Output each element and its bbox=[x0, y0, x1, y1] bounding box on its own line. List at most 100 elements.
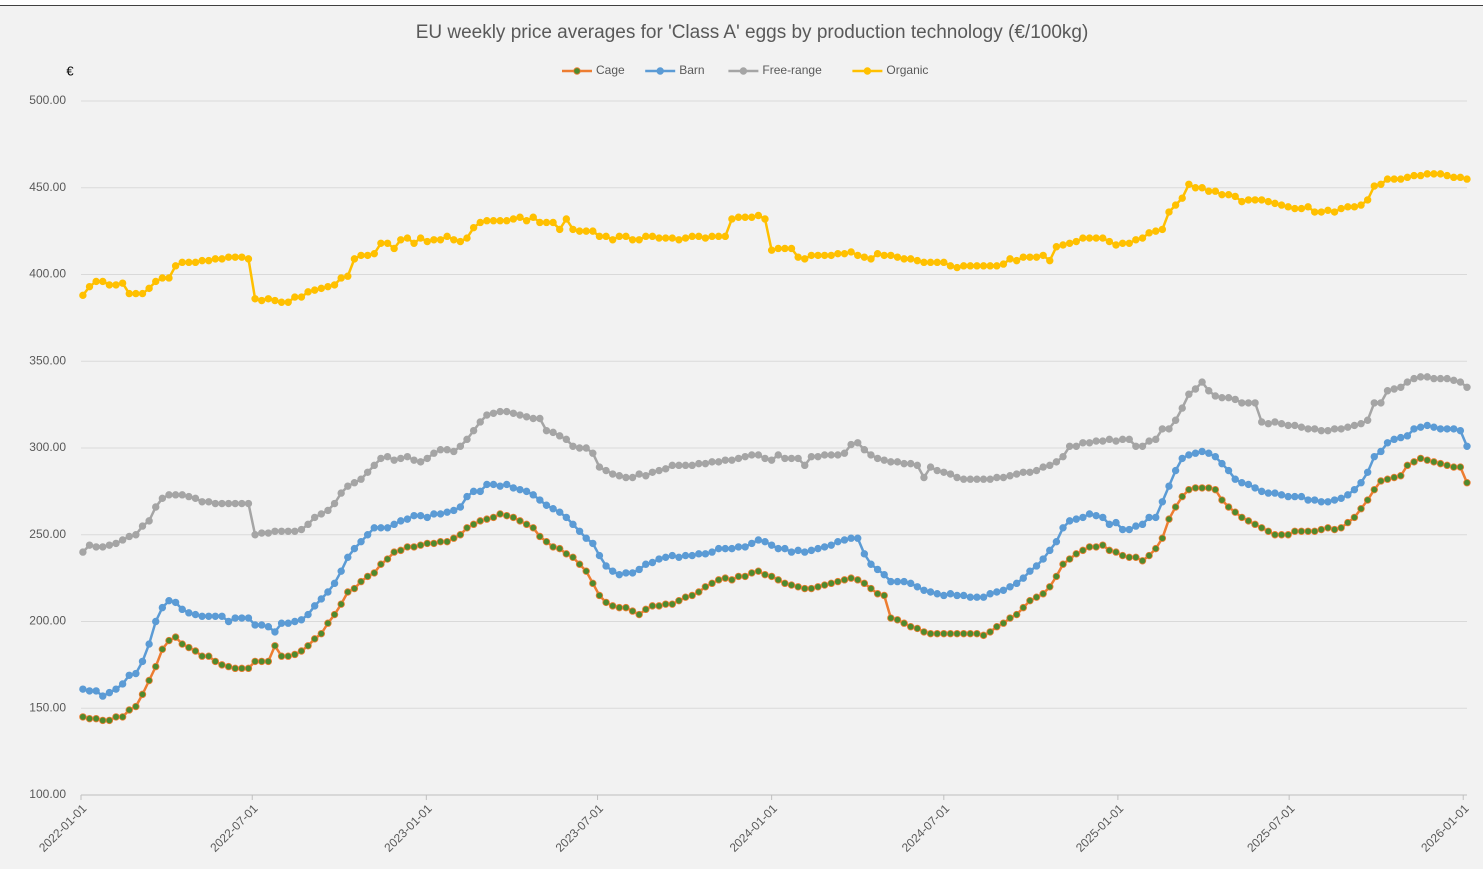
data-point bbox=[827, 251, 835, 260]
data-point bbox=[231, 253, 239, 261]
data-point bbox=[489, 409, 498, 417]
data-point bbox=[344, 553, 352, 562]
data-point bbox=[304, 610, 312, 619]
data-point bbox=[1443, 171, 1451, 180]
data-point bbox=[1403, 461, 1412, 470]
data-point bbox=[1171, 201, 1180, 209]
data-point bbox=[953, 629, 961, 638]
data-point bbox=[377, 524, 385, 532]
data-point bbox=[1383, 387, 1392, 395]
data-point bbox=[489, 480, 498, 489]
data-point bbox=[1357, 479, 1365, 487]
data-point bbox=[966, 629, 975, 638]
data-point bbox=[118, 680, 127, 688]
data-point bbox=[1052, 458, 1061, 466]
legend-marker bbox=[656, 67, 664, 75]
data-point bbox=[787, 454, 796, 463]
data-point bbox=[99, 716, 107, 725]
data-point bbox=[628, 236, 637, 244]
data-point bbox=[608, 470, 617, 478]
data-point bbox=[1099, 437, 1107, 445]
data-point bbox=[787, 548, 796, 556]
data-point bbox=[814, 251, 822, 260]
data-point bbox=[940, 591, 948, 600]
data-point bbox=[635, 236, 643, 244]
data-point bbox=[1072, 442, 1080, 450]
data-point bbox=[979, 593, 988, 601]
data-point bbox=[1310, 527, 1319, 535]
data-point bbox=[1397, 433, 1405, 442]
data-point bbox=[854, 576, 862, 584]
data-point bbox=[1085, 234, 1094, 242]
data-point bbox=[569, 442, 577, 450]
y-tick-label: 150.00 bbox=[29, 700, 66, 714]
data-point bbox=[615, 472, 624, 480]
data-point bbox=[1224, 503, 1233, 511]
data-point bbox=[284, 527, 292, 535]
data-point bbox=[1238, 399, 1246, 407]
data-point bbox=[913, 461, 922, 470]
data-point bbox=[542, 537, 551, 546]
data-point bbox=[1012, 610, 1021, 619]
data-point bbox=[966, 475, 975, 483]
data-point bbox=[317, 510, 326, 518]
data-point bbox=[734, 572, 743, 581]
data-point bbox=[516, 213, 524, 221]
data-point bbox=[688, 551, 696, 560]
data-point bbox=[1198, 184, 1206, 192]
data-point bbox=[1112, 437, 1120, 445]
data-point bbox=[1377, 399, 1385, 407]
data-point bbox=[880, 456, 888, 464]
data-point bbox=[145, 284, 153, 293]
data-point bbox=[589, 539, 597, 548]
data-point bbox=[1264, 527, 1273, 535]
data-point bbox=[655, 234, 663, 242]
data-point bbox=[357, 251, 365, 260]
data-point bbox=[1423, 373, 1431, 381]
data-point bbox=[112, 685, 120, 693]
data-point bbox=[940, 468, 948, 476]
data-point bbox=[350, 584, 359, 593]
data-point bbox=[165, 636, 173, 645]
data-point bbox=[1244, 517, 1253, 525]
data-point bbox=[463, 524, 471, 532]
data-point bbox=[350, 479, 359, 487]
data-point bbox=[509, 513, 518, 522]
data-point bbox=[1191, 449, 1200, 457]
data-point bbox=[317, 629, 326, 638]
data-point bbox=[496, 407, 504, 416]
data-point bbox=[575, 227, 584, 235]
data-point bbox=[158, 274, 167, 282]
data-point bbox=[450, 447, 458, 456]
data-point bbox=[1092, 511, 1100, 520]
data-point bbox=[1118, 551, 1127, 560]
data-point bbox=[1112, 241, 1120, 249]
data-point bbox=[310, 635, 319, 643]
data-point bbox=[1390, 473, 1398, 482]
data-point bbox=[363, 531, 372, 539]
data-point bbox=[1046, 546, 1054, 555]
data-point bbox=[271, 628, 279, 636]
data-point bbox=[99, 692, 107, 700]
data-point bbox=[1158, 225, 1167, 234]
data-point bbox=[1218, 393, 1226, 402]
data-point bbox=[1099, 513, 1107, 522]
data-point bbox=[681, 593, 690, 601]
data-point bbox=[847, 534, 855, 542]
data-point bbox=[840, 536, 849, 544]
data-point bbox=[920, 628, 928, 636]
data-point bbox=[1138, 520, 1147, 529]
data-point bbox=[403, 452, 412, 461]
data-point bbox=[1072, 515, 1080, 523]
data-point bbox=[330, 499, 339, 508]
data-point bbox=[549, 543, 557, 551]
data-point bbox=[880, 591, 888, 600]
data-point bbox=[1138, 234, 1147, 242]
data-point bbox=[602, 232, 610, 241]
data-point bbox=[959, 591, 968, 600]
data-point bbox=[496, 482, 504, 490]
data-point bbox=[1019, 253, 1027, 261]
legend-label: Organic bbox=[886, 63, 928, 77]
data-point bbox=[1205, 449, 1213, 457]
data-point bbox=[1198, 484, 1206, 492]
